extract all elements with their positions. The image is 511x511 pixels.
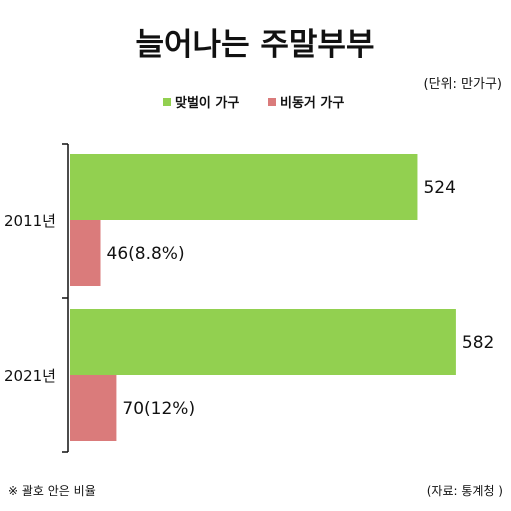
- source-note: (자료: 통계청 ): [427, 484, 503, 498]
- legend-swatch-dual-income: [163, 98, 171, 106]
- legend-swatch-separated: [268, 98, 276, 106]
- bar-separated-2021: [70, 375, 117, 441]
- category-label-2011: 2011년: [4, 212, 56, 230]
- data-label-separated-2011: 46(8.8%): [107, 244, 185, 264]
- bars: 524 46(8.8%) 582 70(12%): [70, 154, 494, 441]
- unit-note: (단위: 만가구): [424, 77, 502, 92]
- chart-title: 늘어나는 주말부부: [136, 27, 375, 63]
- footnote: ※ 괄호 안은 비율: [8, 484, 96, 498]
- data-label-separated-2021: 70(12%): [122, 399, 195, 419]
- category-label-2021: 2021년: [4, 367, 56, 385]
- y-axis: 2011년 2021년: [4, 143, 69, 453]
- legend: 맞벌이 가구 비동거 가구: [163, 95, 344, 111]
- data-label-dual-income-2011: 524: [423, 178, 455, 198]
- legend-label-dual-income: 맞벌이 가구: [175, 95, 239, 111]
- legend-label-separated: 비동거 가구: [280, 96, 344, 111]
- data-label-dual-income-2021: 582: [462, 333, 494, 353]
- bar-dual-income-2021: [70, 309, 456, 375]
- bar-separated-2011: [70, 220, 101, 286]
- bar-dual-income-2011: [70, 154, 418, 220]
